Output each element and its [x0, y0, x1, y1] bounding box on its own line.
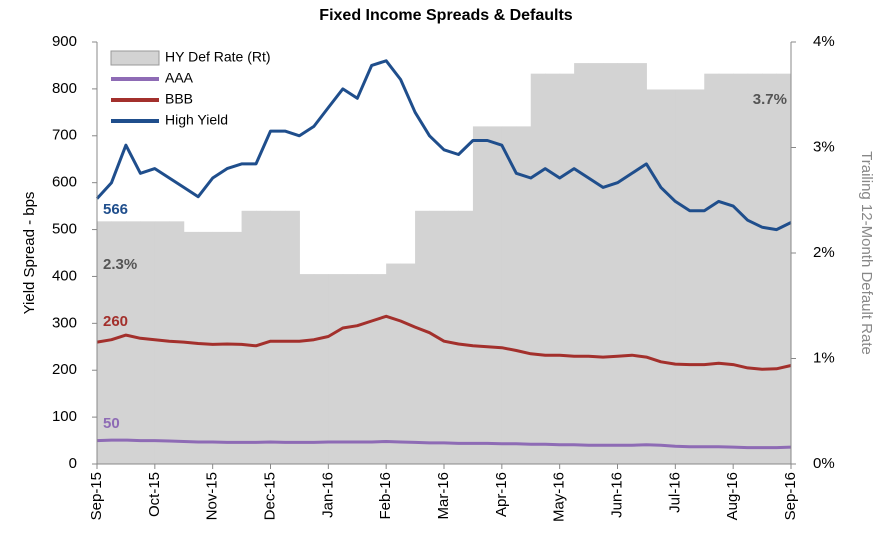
area-step — [357, 274, 373, 464]
annotation: 3.7% — [753, 91, 787, 108]
y-tick-label: 0 — [69, 455, 77, 472]
area-step — [299, 274, 315, 464]
area-step — [762, 73, 778, 465]
y-tick-label: 800 — [52, 80, 77, 97]
area-step — [342, 274, 358, 464]
legend-swatch — [110, 50, 160, 66]
area-step — [718, 73, 734, 465]
x-tick-label: Nov-15 — [204, 472, 221, 520]
area-step — [704, 73, 720, 465]
x-tick-label: Feb-16 — [377, 472, 394, 520]
series-line — [95, 59, 792, 232]
area-step — [270, 210, 286, 464]
area-step — [776, 73, 792, 465]
y2-tick-label: 4% — [813, 33, 835, 50]
x-tick-label: Oct-15 — [146, 472, 163, 517]
x-tick-label: Sep-16 — [782, 472, 799, 520]
area-step — [212, 231, 228, 464]
y-tick-label: 300 — [52, 314, 77, 331]
area-step — [328, 274, 344, 464]
chart-title: Fixed Income Spreads & Defaults — [319, 7, 573, 24]
area-step — [198, 231, 214, 464]
area-step — [256, 210, 271, 464]
area-step — [458, 210, 474, 464]
annotation: 2.3% — [103, 256, 137, 273]
y-tick-label: 600 — [52, 174, 77, 191]
legend-label: HY Def Rate (Rt) — [165, 49, 271, 65]
x-tick-label: Apr-16 — [493, 472, 510, 517]
x-tick-label: Jun-16 — [608, 472, 625, 518]
area-step — [617, 63, 633, 464]
area-step — [574, 63, 590, 464]
area-step — [183, 231, 199, 464]
y2-tick-label: 2% — [813, 244, 835, 261]
annotation: 50 — [103, 415, 120, 432]
area-step — [415, 210, 431, 464]
area-step — [400, 263, 416, 464]
y2-axis-title: Trailing 12-Month Default Rate — [858, 151, 875, 355]
area-step — [747, 73, 763, 465]
area-step — [501, 126, 517, 465]
annotation: 260 — [103, 313, 128, 330]
area-step — [97, 221, 112, 464]
area-step — [530, 73, 546, 465]
area-step — [154, 221, 170, 464]
x-tick-label: Jan-16 — [319, 472, 336, 518]
y-tick-label: 100 — [52, 408, 77, 425]
series-line — [96, 314, 792, 371]
y-tick-label: 900 — [52, 33, 77, 50]
y-tick-label: 200 — [52, 361, 77, 378]
legend: HY Def Rate (Rt) AAA BBB High Yield — [110, 49, 271, 128]
area-step — [313, 274, 329, 464]
x-tick-label: Sep-15 — [88, 472, 105, 520]
area-step — [588, 63, 604, 464]
y-tick-label: 700 — [52, 127, 77, 144]
area-step — [559, 73, 575, 465]
y2-tick-label: 3% — [813, 138, 835, 155]
legend-label: AAA — [165, 70, 194, 86]
legend-label: BBB — [165, 91, 193, 107]
x-tick-label: Mar-16 — [435, 472, 452, 520]
x-tick-label: Jul-16 — [666, 472, 683, 513]
x-tick-label: May-16 — [551, 472, 568, 522]
area-step — [472, 126, 488, 465]
legend-label: High Yield — [165, 112, 228, 128]
area-step — [631, 63, 647, 464]
area-step — [386, 263, 402, 464]
area-step — [689, 89, 705, 464]
y2-tick-label: 1% — [813, 349, 835, 366]
area-step — [603, 63, 618, 464]
annotation: 566 — [103, 201, 128, 218]
area-step — [545, 73, 561, 465]
area-step — [111, 221, 127, 464]
area-step — [733, 73, 749, 465]
area-step — [487, 126, 503, 465]
area-step — [125, 221, 141, 464]
area-step — [140, 221, 156, 464]
y2-tick-label: 0% — [813, 455, 835, 472]
area-step — [675, 89, 691, 464]
area-step — [444, 210, 459, 464]
plot-area — [95, 59, 792, 465]
series-line — [96, 438, 792, 450]
x-tick-label: Aug-16 — [724, 472, 741, 520]
area-step — [646, 89, 662, 464]
area-step — [284, 210, 300, 464]
y-tick-label: 400 — [52, 267, 77, 284]
area-step — [516, 126, 532, 465]
area-step — [227, 231, 243, 464]
y-tick-label: 500 — [52, 221, 77, 238]
area-step — [660, 89, 676, 464]
area-step — [241, 210, 257, 464]
x-tick-label: Dec-15 — [261, 472, 278, 520]
area-step — [371, 274, 387, 464]
y-axis-title: Yield Spread - bps — [21, 192, 38, 315]
